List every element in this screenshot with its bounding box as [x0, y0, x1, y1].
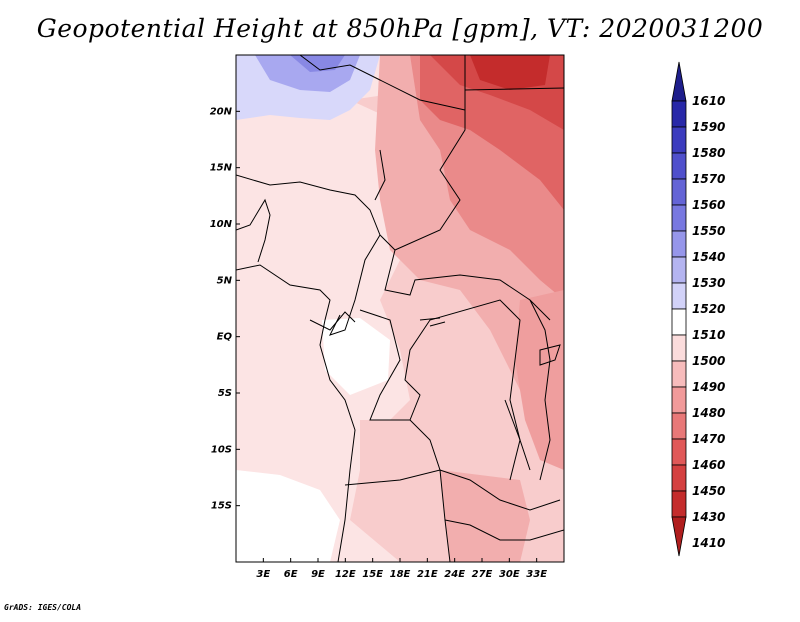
- colorbar-label: 1590: [692, 120, 725, 134]
- colorbar-swatch: [671, 152, 687, 180]
- colorbar-label: 1500: [692, 354, 725, 368]
- colorbar-label: 1540: [692, 250, 725, 264]
- colorbar-label: 1450: [692, 484, 725, 498]
- country-borders: [236, 55, 564, 562]
- colorbar-label: 1530: [692, 276, 725, 290]
- colorbar-label: 1580: [692, 146, 725, 160]
- colorbar-swatch: [671, 464, 687, 492]
- colorbar: 1610 1590 1580 1570 1560 1550 1540 1530 1520 1510…: [671, 61, 725, 557]
- latitude-labels: 20N 15N 10N 5N EQ 5S 10S 15S: [210, 106, 240, 512]
- footer-credit: GrADS: IGES/COLA: [4, 603, 82, 612]
- colorbar-label: 1470: [692, 432, 725, 446]
- colorbar-swatch: [671, 61, 687, 102]
- lon-tick-label: 33E: [526, 569, 547, 580]
- colorbar-label: 1410: [692, 536, 725, 550]
- lat-tick-label: 20N: [210, 106, 233, 117]
- lon-tick-label: 9E: [311, 569, 325, 580]
- lon-tick-label: 15E: [362, 569, 383, 580]
- lon-tick-label: 6E: [284, 569, 298, 580]
- geopotential-field: [236, 55, 564, 562]
- colorbar-swatch: [671, 490, 687, 518]
- colorbar-swatch: [671, 516, 687, 557]
- lon-tick-label: 12E: [335, 569, 356, 580]
- lat-tick-label: 5N: [217, 275, 233, 286]
- lat-tick-label: 5S: [218, 388, 232, 399]
- lon-tick-label: 27E: [472, 569, 493, 580]
- lon-tick-label: 3E: [256, 569, 270, 580]
- colorbar-label: 1430: [692, 510, 725, 524]
- colorbar-swatch: [671, 230, 687, 258]
- colorbar-swatch: [671, 100, 687, 128]
- colorbar-label: 1510: [692, 328, 725, 342]
- colorbar-swatch: [671, 178, 687, 206]
- colorbar-swatch: [671, 308, 687, 336]
- colorbar-label: 1610: [692, 94, 725, 108]
- longitude-labels: 3E 6E 9E 12E 15E 18E 21E 24E 27E 30E 33E: [256, 558, 547, 580]
- colorbar-swatch: [671, 360, 687, 388]
- colorbar-swatch: [671, 334, 687, 362]
- lat-tick-label: 15S: [211, 501, 232, 512]
- colorbar-swatch: [671, 412, 687, 440]
- colorbar-swatch: [671, 126, 687, 154]
- lat-tick-label: 15N: [210, 163, 233, 174]
- lon-tick-label: 18E: [390, 569, 411, 580]
- lat-tick-label: 10N: [210, 219, 233, 230]
- colorbar-label: 1490: [692, 380, 725, 394]
- colorbar-label: 1570: [692, 172, 725, 186]
- colorbar-swatch: [671, 256, 687, 284]
- lon-tick-label: 30E: [499, 569, 520, 580]
- colorbar-label: 1520: [692, 302, 725, 316]
- page-title: Geopotential Height at 850hPa [gpm], VT:…: [36, 14, 764, 43]
- colorbar-swatch: [671, 438, 687, 466]
- lon-tick-label: 24E: [444, 569, 465, 580]
- lat-tick-label: EQ: [217, 332, 233, 343]
- lon-tick-label: 21E: [417, 569, 438, 580]
- colorbar-label: 1480: [692, 406, 725, 420]
- colorbar-label: 1460: [692, 458, 725, 472]
- colorbar-swatch: [671, 386, 687, 414]
- lat-tick-label: 10S: [211, 444, 232, 455]
- colorbar-swatch: [671, 282, 687, 310]
- colorbar-label: 1550: [692, 224, 725, 238]
- colorbar-label: 1560: [692, 198, 725, 212]
- colorbar-swatch: [671, 204, 687, 232]
